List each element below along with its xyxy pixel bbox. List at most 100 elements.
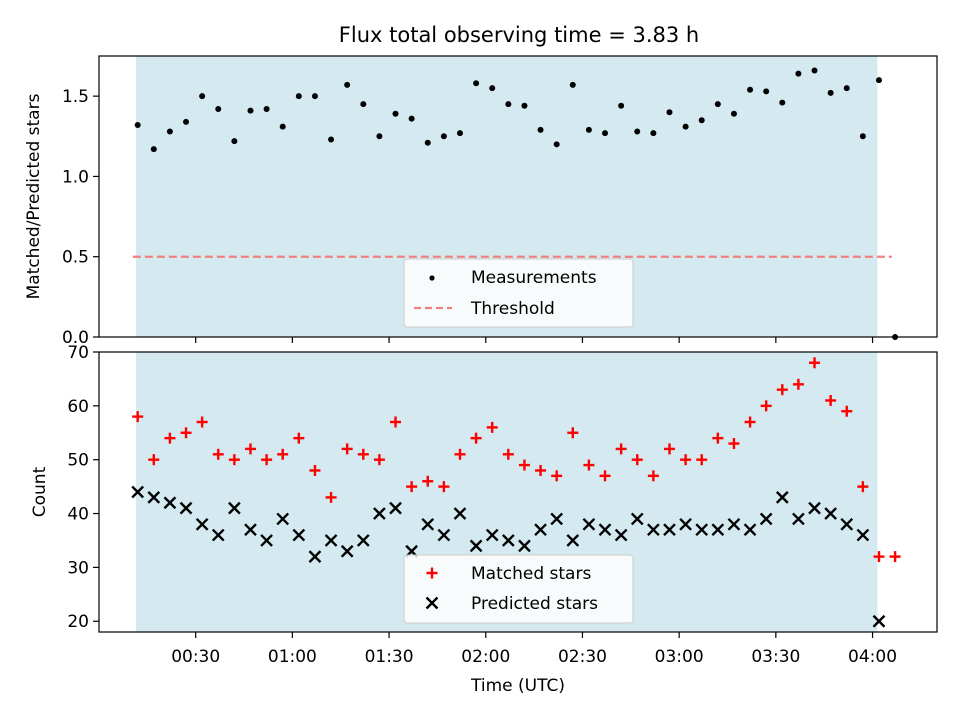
bottom-y-axis-label: Count xyxy=(30,466,50,517)
predicted-point xyxy=(485,528,499,542)
matched-point xyxy=(196,416,208,428)
bottom-x-ticks: 00:30 01:00 01:30 02:00 02:30 03:00 03:30 04:00 xyxy=(171,632,897,667)
measurement-point xyxy=(295,93,302,100)
predicted-point-b xyxy=(292,528,306,542)
measurement-point xyxy=(311,93,318,100)
predicted-point xyxy=(534,523,547,537)
matched-point xyxy=(373,454,385,466)
predicted-point-b xyxy=(373,507,386,520)
predicted-point xyxy=(244,523,257,537)
legend-measurements-label: Measurements xyxy=(471,268,597,288)
matched-point xyxy=(857,481,869,493)
predicted-point xyxy=(792,512,805,526)
matched-point xyxy=(164,432,176,444)
legend-predicted-symbol xyxy=(425,596,439,610)
predicted-point xyxy=(518,539,531,553)
matched-point xyxy=(470,432,482,444)
matched-point xyxy=(277,448,289,460)
predicted-point-b xyxy=(711,523,725,537)
matched-point xyxy=(663,443,675,455)
legend-predicted-marker xyxy=(425,596,439,610)
predicted-point xyxy=(276,512,290,526)
bottom-xtick-label: 04:00 xyxy=(848,647,897,667)
bottom-legend: Matched stars Predicted stars xyxy=(403,554,634,624)
measurement-point xyxy=(537,126,544,133)
predicted-point-b xyxy=(647,523,660,537)
measurement-point xyxy=(859,133,866,140)
bottom-xtick-label: 03:00 xyxy=(655,647,704,667)
predicted-point-b xyxy=(324,534,338,547)
measurement-point xyxy=(827,89,834,96)
measurement-point xyxy=(360,101,367,108)
predicted-point-b xyxy=(308,550,322,563)
matched-point xyxy=(502,448,514,460)
top-ytick-label: 1.0 xyxy=(62,167,89,187)
measurement-point xyxy=(811,67,818,74)
predicted-point xyxy=(743,523,757,537)
predicted-point-b xyxy=(147,491,161,504)
measurement-point xyxy=(166,128,173,135)
matched-point xyxy=(438,481,450,493)
measurement-point xyxy=(585,126,592,133)
predicted-point xyxy=(292,528,306,542)
matched-point xyxy=(212,448,224,460)
predicted-point-b xyxy=(501,534,515,547)
predicted-point-b xyxy=(614,528,628,542)
measurement-point xyxy=(199,93,206,100)
predicted-point xyxy=(356,534,370,547)
predicted-point xyxy=(582,517,596,531)
predicted-point-b xyxy=(469,539,483,553)
predicted-point xyxy=(711,523,725,537)
matched-point xyxy=(760,400,772,412)
predicted-point-b xyxy=(598,523,612,537)
top-y-axis-label: Matched/Predicted stars xyxy=(24,93,44,299)
measurement-point xyxy=(215,105,222,112)
predicted-point xyxy=(437,528,451,542)
top-legend: Measurements Threshold xyxy=(403,258,634,328)
measurement-point xyxy=(698,117,705,124)
measurement-point xyxy=(456,130,463,137)
legend-predicted-symbol-b xyxy=(425,596,439,610)
predicted-point-b xyxy=(356,534,370,547)
predicted-point xyxy=(695,523,709,537)
predicted-point xyxy=(647,523,660,537)
predicted-point xyxy=(550,512,564,526)
predicted-point xyxy=(824,507,837,520)
predicted-point-b xyxy=(389,501,402,515)
predicted-point-b xyxy=(179,501,193,515)
predicted-point xyxy=(421,517,435,531)
predicted-point xyxy=(228,501,241,515)
matched-point xyxy=(180,427,192,439)
measurement-point xyxy=(682,123,689,130)
top-ytick-label: 0.0 xyxy=(62,328,89,348)
measurement-point xyxy=(231,138,238,145)
predicted-point-b xyxy=(872,614,886,628)
predicted-point xyxy=(373,507,386,520)
bottom-legend-box xyxy=(403,554,634,624)
matched-point xyxy=(261,454,273,466)
predicted-point xyxy=(872,614,886,628)
measurement-point xyxy=(263,105,270,112)
predicted-point-b xyxy=(244,523,257,537)
top-legend-box xyxy=(403,258,634,328)
measurement-point xyxy=(505,101,512,108)
matched-point xyxy=(647,470,659,482)
matched-point xyxy=(583,459,595,471)
predicted-point xyxy=(340,544,354,558)
matched-point xyxy=(309,464,321,476)
measurement-point xyxy=(875,77,882,84)
matched-point xyxy=(825,394,837,406)
measurement-point xyxy=(521,102,528,109)
measurement-point xyxy=(602,130,609,137)
legend-matched-symbol xyxy=(426,567,438,579)
predicted-point xyxy=(147,491,161,504)
matched-point xyxy=(486,421,498,433)
legend-matched-marker xyxy=(426,567,438,579)
predicted-point-b xyxy=(808,501,821,515)
matched-point xyxy=(889,551,901,563)
bottom-ytick-label: 20 xyxy=(67,612,89,632)
matched-point xyxy=(132,411,144,423)
legend-matched-label: Matched stars xyxy=(471,564,591,584)
matched-point xyxy=(744,416,756,428)
